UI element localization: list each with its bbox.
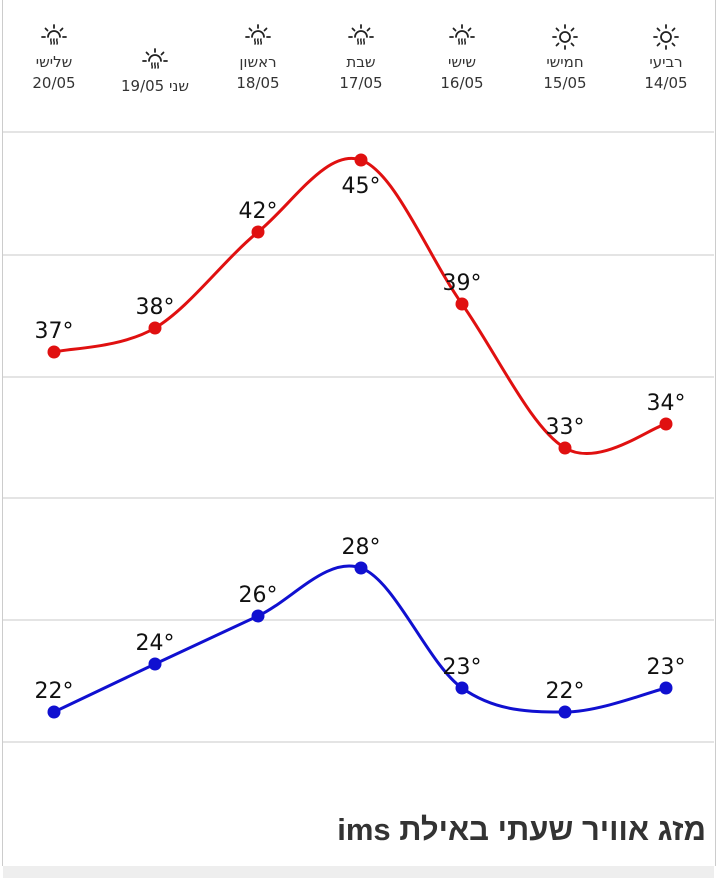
max-temp-point — [47, 345, 61, 359]
min-temp-label: 23° — [647, 655, 686, 680]
day-column: חמישי 15/05 — [515, 24, 615, 94]
hazy-sun-icon — [41, 24, 67, 50]
max-temp-point — [354, 153, 368, 167]
day-name: רביעי — [649, 53, 683, 71]
max-temp-label: 38° — [136, 295, 175, 320]
day-name: שני 19/05 — [121, 77, 189, 95]
hazy-sun-icon — [449, 24, 475, 50]
day-column: שני 19/05 — [105, 48, 205, 96]
sun-icon — [653, 24, 679, 50]
day-date: 18/05 — [236, 74, 280, 92]
max-temp-point — [148, 321, 162, 335]
forecast-card — [2, 0, 716, 866]
hazy-sun-icon — [142, 48, 168, 74]
day-name: חמישי — [546, 53, 584, 71]
max-temp-point — [558, 441, 572, 455]
day-name: שלישי — [35, 53, 73, 71]
temperature-chart: 34° 33° 39° 45° 42° 38° 37° 23° 22° 23° 28° 26° 24° 2… — [3, 131, 714, 743]
day-date: 15/05 — [543, 74, 587, 92]
day-name: שישי — [448, 53, 476, 71]
day-name: ראשון — [239, 53, 277, 71]
sun-icon — [552, 24, 578, 50]
day-column: רביעי 14/05 — [616, 24, 716, 94]
max-temp-point — [659, 417, 673, 431]
max-temp-label: 34° — [647, 391, 686, 416]
min-temp-point — [659, 681, 673, 695]
hazy-sun-icon — [348, 24, 374, 50]
min-temp-label: 28° — [342, 535, 381, 560]
max-temp-point — [455, 297, 469, 311]
day-date: 16/05 — [440, 74, 484, 92]
max-temp-label: 33° — [546, 415, 585, 440]
min-temp-point — [558, 705, 572, 719]
footer-bar — [3, 866, 714, 878]
day-column: שלישי 20/05 — [4, 24, 104, 94]
min-temp-point — [455, 681, 469, 695]
max-temp-label: 45° — [342, 174, 381, 199]
max-temp-label: 39° — [443, 271, 482, 296]
max-temp-label: 37° — [35, 319, 74, 344]
min-temp-label: 22° — [546, 679, 585, 704]
day-date: 17/05 — [339, 74, 383, 92]
min-temp-point — [148, 657, 162, 671]
page-title: מזג אוויר שעתי באילת ims — [337, 812, 706, 847]
max-temp-label: 42° — [239, 199, 278, 224]
min-temp-label: 23° — [443, 655, 482, 680]
min-temp-point — [251, 609, 265, 623]
hazy-sun-icon — [245, 24, 271, 50]
day-column: שבת 17/05 — [311, 24, 411, 94]
day-name: שבת — [346, 53, 376, 71]
day-date: 20/05 — [32, 74, 76, 92]
day-column: שישי 16/05 — [412, 24, 512, 94]
min-temp-label: 26° — [239, 583, 278, 608]
day-column: ראשון 18/05 — [208, 24, 308, 94]
min-temp-label: 24° — [136, 631, 175, 656]
min-temp-point — [354, 561, 368, 575]
min-temp-label: 22° — [35, 679, 74, 704]
day-date: 14/05 — [644, 74, 688, 92]
min-temp-point — [47, 705, 61, 719]
max-temp-point — [251, 225, 265, 239]
